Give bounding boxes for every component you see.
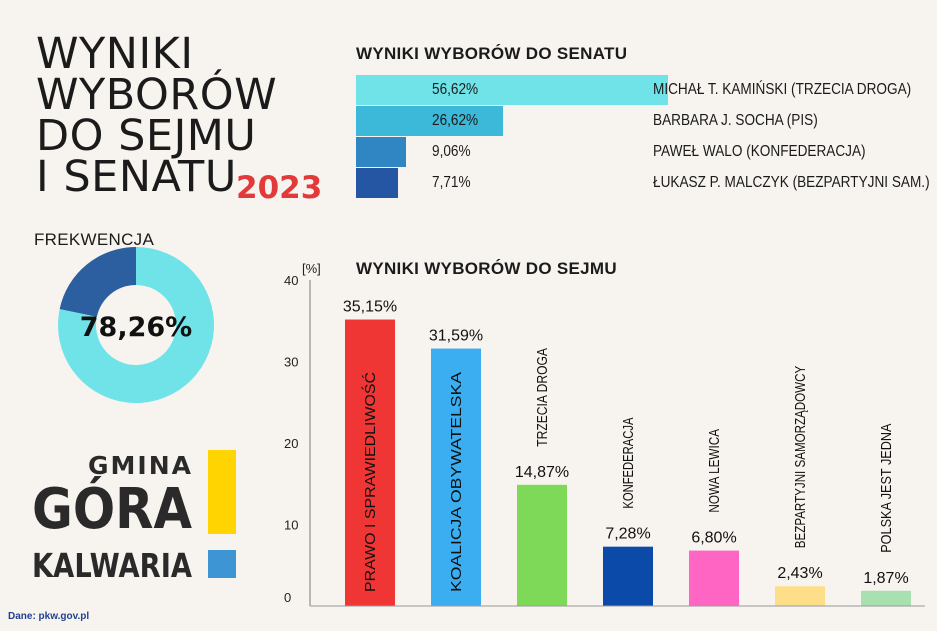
senate-bar-value: 56,62% [432,81,479,98]
category-label: KOALICJA OBYWATELSKA [448,372,465,592]
sejm-bar-chart: 0 10 20 30 40 [%] PRAWO I SPRAWIEDLIWOŚĆ 35,15%… [284,261,925,607]
y-axis-unit: [%] [302,261,321,276]
value-label: 7,28% [605,526,650,543]
value-label: 2,43% [777,565,822,582]
main-title-line: WYBORÓW [36,70,278,120]
y-tick-label: 40 [284,273,298,288]
category-label: NOWA LEWICA [706,429,723,513]
senate-bar-value: 26,62% [432,112,479,129]
value-label: 14,87% [515,464,569,481]
senate-bar [356,168,399,198]
turnout-donut-main-segment [57,247,215,403]
turnout-value: 78,26% [80,312,192,343]
senate-bar-value: 9,06% [432,143,471,160]
main-title-line: WYNIKI [36,29,194,79]
logo-blue-block [208,550,236,578]
category-label: PRAWO I SPRAWIEDLIWOŚĆ [361,372,379,592]
logo-line1: GMINA [88,451,193,480]
category-label: POLSKA JEST JEDNA [878,424,895,553]
turnout-label: FREKWENCJA [34,230,155,249]
senate-candidate-name: PAWEŁ WALO (KONFEDERACJA) [653,143,866,160]
senate-bar [356,75,668,105]
year-label: 2023 [236,170,323,206]
category-label: TRZECIA DROGA [534,348,551,447]
main-title-line: DO SEJMU [36,111,257,161]
y-tick-label: 0 [284,590,291,605]
bar [603,546,653,606]
value-label: 1,87% [863,570,908,587]
senate-candidate-name: MICHAŁ T. KAMIŃSKI (TRZECIA DROGA) [653,81,912,98]
y-tick-label: 20 [284,436,298,451]
senate-candidate-name: BARBARA J. SOCHA (PIS) [653,112,818,129]
source-note: Dane: pkw.gov.pl [8,611,90,622]
value-label: 6,80% [691,530,736,547]
logo-line2: GÓRA [32,477,193,542]
senate-candidate-name: ŁUKASZ P. MALCZYK (BEZPARTYJNI SAM.) [653,174,930,191]
turnout-donut-rest-segment [59,247,136,317]
senate-bar-value: 7,71% [432,174,471,191]
turnout-donut: 78,26% [57,247,215,403]
value-label: 35,15% [343,299,397,316]
bar [517,484,567,606]
main-title: WYNIKI WYBORÓW DO SEJMU I SENATU [36,29,356,202]
logo-yellow-block [208,450,236,534]
main-title-line: I SENATU [36,152,237,202]
senate-bar [356,137,406,167]
gmina-gora-kalwaria-logo: GMINA GÓRA KALWARIA [32,450,236,585]
logo-line3: KALWARIA [32,546,192,585]
senate-title: WYNIKI WYBORÓW DO SENATU [356,44,628,63]
y-tick-label: 30 [284,355,298,370]
bar [775,586,825,606]
bar [689,550,739,606]
value-label: 31,59% [429,328,483,345]
senate-bar [356,106,503,136]
bar [345,319,395,606]
bar [861,590,911,606]
bar [431,348,481,606]
y-tick-label: 10 [284,518,298,533]
category-label: KONFEDERACJA [620,417,637,508]
sejm-chart-title: WYNIKI WYBORÓW DO SEJMU [356,259,617,278]
category-label: BEZPARTYJNI SAMORZĄDOWCY [792,366,809,548]
